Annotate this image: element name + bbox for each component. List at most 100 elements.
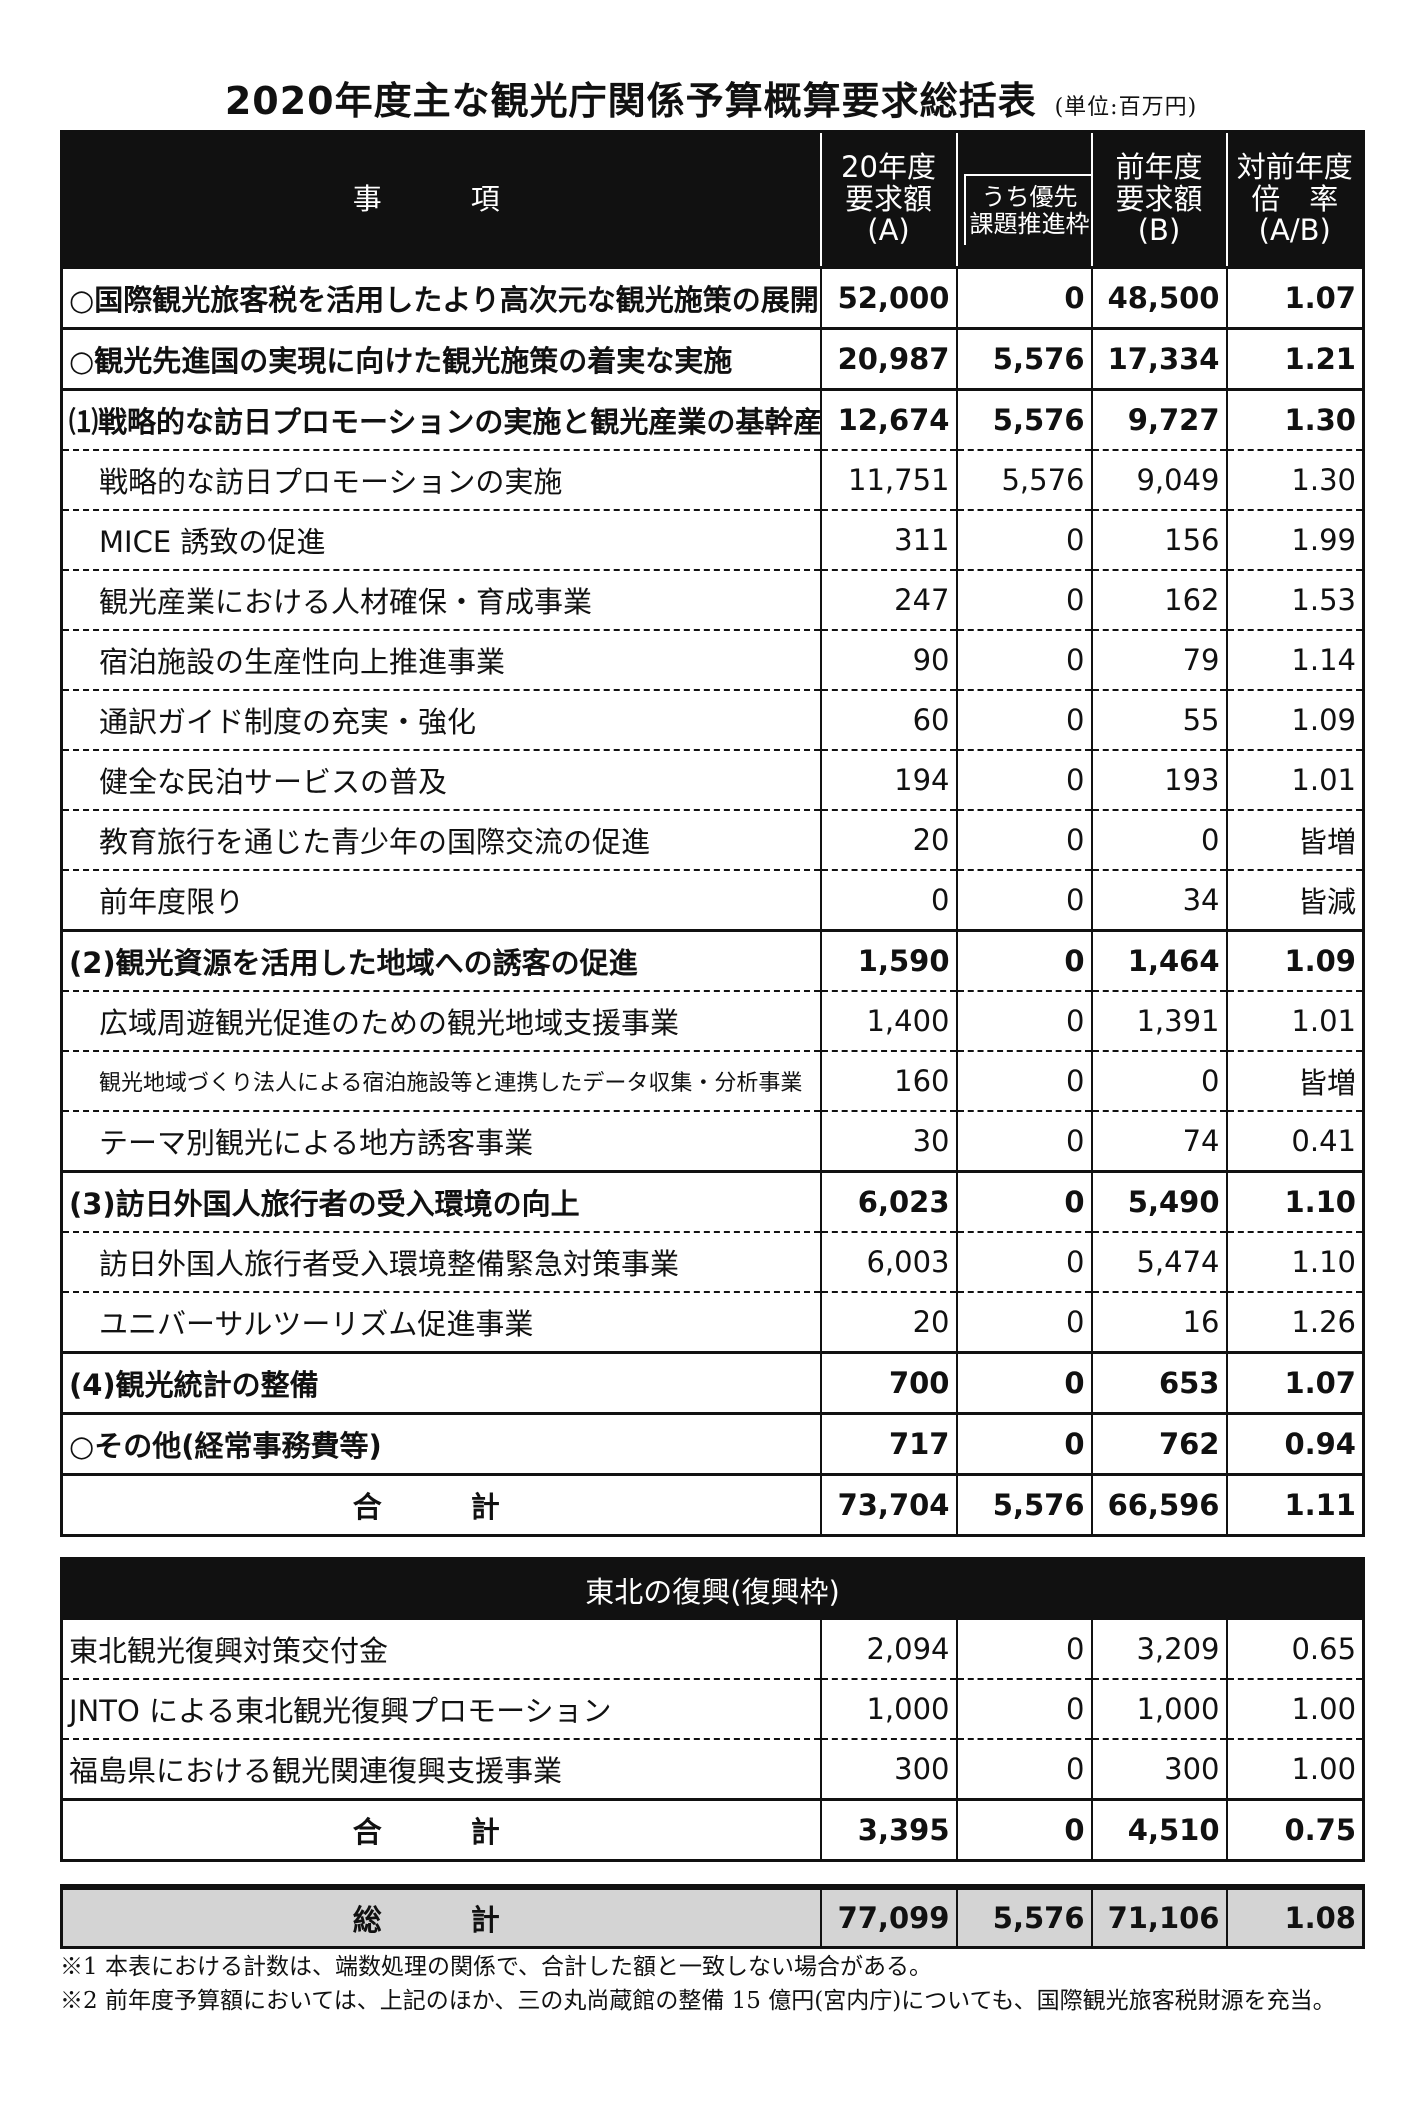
row-label: (3)訪日外国人旅行者の受入環境の向上 <box>61 1170 821 1232</box>
value-ratio: 0.94 <box>1225 1412 1364 1475</box>
value-b: 34 <box>1090 869 1227 931</box>
value-b: 66,596 <box>1090 1473 1227 1536</box>
value-ratio: 1.01 <box>1225 990 1364 1051</box>
value-ratio: 1.00 <box>1225 1738 1364 1800</box>
value-priority: 0 <box>955 1351 1092 1414</box>
row-label: (2)観光資源を活用した地域への誘客の促進 <box>61 929 821 991</box>
table-row: (4)観光統計の整備 700 0 653 1.07 <box>61 1351 1364 1414</box>
value-a: 300 <box>819 1738 957 1800</box>
value-ratio: 1.00 <box>1225 1678 1364 1739</box>
value-a: 73,704 <box>819 1473 957 1536</box>
table-row: (3)訪日外国人旅行者の受入環境の向上 6,023 0 5,490 1.10 <box>61 1170 1364 1232</box>
table-row: 訪日外国人旅行者受入環境整備緊急対策事業 6,003 0 5,474 1.10 <box>61 1231 1364 1292</box>
value-b: 9,049 <box>1090 449 1227 510</box>
value-a: 1,590 <box>819 929 957 991</box>
value-b: 55 <box>1090 689 1227 750</box>
value-priority: 0 <box>955 749 1092 810</box>
row-label: 観光地域づくり法人による宿泊施設等と連携したデータ収集・分析事業 <box>61 1050 821 1111</box>
table-row: 教育旅行を通じた青少年の国際交流の促進 20 0 0 皆増 <box>61 809 1364 870</box>
table-row: ○その他(経常事務費等) 717 0 762 0.94 <box>61 1412 1364 1475</box>
value-ratio: 皆増 <box>1225 1050 1364 1111</box>
value-b: 193 <box>1090 749 1227 810</box>
footnote-2: ※2 前年度予算額においては、上記のほか、三の丸尚蔵館の整備 15 億円(宮内庁… <box>60 1988 1336 2014</box>
value-b: 79 <box>1090 629 1227 690</box>
value-priority: 5,576 <box>955 1473 1092 1536</box>
value-a: 60 <box>819 689 957 750</box>
value-priority: 0 <box>955 1291 1092 1353</box>
header-col-priority: うち優先 課題推進枠 <box>955 131 1092 268</box>
value-a: 194 <box>819 749 957 810</box>
value-ratio: 0.65 <box>1225 1620 1364 1679</box>
value-ratio: 1.07 <box>1225 266 1364 329</box>
row-label: 健全な民泊サービスの普及 <box>61 749 821 810</box>
table-row: 合 計 73,704 5,576 66,596 1.11 <box>61 1473 1364 1536</box>
value-b: 3,209 <box>1090 1620 1227 1679</box>
value-priority: 0 <box>955 569 1092 630</box>
value-b: 1,464 <box>1090 929 1227 991</box>
value-ratio: 1.10 <box>1225 1170 1364 1232</box>
value-ratio: 1.26 <box>1225 1291 1364 1353</box>
table-row: 宿泊施設の生産性向上推進事業 90 0 79 1.14 <box>61 629 1364 690</box>
value-a: 52,000 <box>819 266 957 329</box>
value-priority: 0 <box>955 629 1092 690</box>
value-ratio: 1.11 <box>1225 1473 1364 1536</box>
value-ratio: 1.07 <box>1225 1351 1364 1414</box>
value-priority: 0 <box>955 266 1092 329</box>
row-label: JNTO による東北観光復興プロモーション <box>61 1678 821 1739</box>
table-row: MICE 誘致の促進 311 0 156 1.99 <box>61 509 1364 570</box>
value-priority: 0 <box>955 1620 1092 1679</box>
table-row: ⑴戦略的な訪日プロモーションの実施と観光産業の基幹産業化 12,674 5,576 9… <box>61 388 1364 450</box>
value-b: 9,727 <box>1090 388 1227 450</box>
row-label: 教育旅行を通じた青少年の国際交流の促進 <box>61 809 821 870</box>
title-text: 2020年度主な観光庁関係予算概算要求総括表 <box>224 79 1037 123</box>
value-a: 2,094 <box>819 1620 957 1679</box>
value-b: 653 <box>1090 1351 1227 1414</box>
value-b: 4,510 <box>1090 1798 1227 1861</box>
grand-total-ratio: 1.08 <box>1225 1887 1364 1948</box>
value-ratio: 1.21 <box>1225 327 1364 390</box>
value-priority: 5,576 <box>955 449 1092 510</box>
value-a: 1,000 <box>819 1678 957 1739</box>
footnote-1: ※1 本表における計数は、端数処理の関係で、合計した額と一致しない場合がある。 <box>60 1954 933 1980</box>
value-priority: 0 <box>955 1231 1092 1292</box>
row-label: 宿泊施設の生産性向上推進事業 <box>61 629 821 690</box>
value-b: 762 <box>1090 1412 1227 1475</box>
value-priority: 0 <box>955 1412 1092 1475</box>
value-priority: 0 <box>955 689 1092 750</box>
row-label: 合 計 <box>61 1798 821 1861</box>
row-label: ○観光先進国の実現に向けた観光施策の着実な実施 <box>61 327 821 390</box>
row-label: テーマ別観光による地方誘客事業 <box>61 1110 821 1172</box>
row-label: (4)観光統計の整備 <box>61 1351 821 1414</box>
page-title: 2020年度主な観光庁関係予算概算要求総括表 (単位:百万円) <box>0 70 1422 125</box>
value-ratio: 1.09 <box>1225 689 1364 750</box>
header-col-ratio: 対前年度倍 率 (A/B) <box>1225 131 1364 268</box>
row-label: MICE 誘致の促進 <box>61 509 821 570</box>
grand-total-row: 総 計 77,099 5,576 71,106 1.08 <box>61 1887 1364 1948</box>
value-priority: 0 <box>955 869 1092 931</box>
value-ratio: 1.99 <box>1225 509 1364 570</box>
table-header: 事 項 20年度 要求額 (A) うち優先 課題推進枠 前年度 要求額 (B) 対前年度倍… <box>61 131 1364 268</box>
table-row: 東北観光復興対策交付金 2,094 0 3,209 0.65 <box>62 1620 1364 1679</box>
header-col-a: 20年度 要求額 (A) <box>819 131 957 268</box>
table-row: ユニバーサルツーリズム促進事業 20 0 16 1.26 <box>61 1291 1364 1353</box>
row-label: 福島県における観光関連復興支援事業 <box>61 1738 821 1800</box>
row-label: 通訳ガイド制度の充実・強化 <box>61 689 821 750</box>
value-b: 74 <box>1090 1110 1227 1172</box>
value-a: 3,395 <box>819 1798 957 1861</box>
value-a: 11,751 <box>819 449 957 510</box>
row-label: ○その他(経常事務費等) <box>61 1412 821 1475</box>
grand-total-a: 77,099 <box>819 1887 957 1948</box>
row-label: 戦略的な訪日プロモーションの実施 <box>61 449 821 510</box>
row-label: 前年度限り <box>61 869 821 931</box>
value-b: 17,334 <box>1090 327 1227 390</box>
header-col-b: 前年度 要求額 (B) <box>1090 131 1227 268</box>
value-priority: 0 <box>955 1738 1092 1800</box>
value-a: 160 <box>819 1050 957 1111</box>
value-b: 16 <box>1090 1291 1227 1353</box>
value-ratio: 皆増 <box>1225 809 1364 870</box>
value-ratio: 1.10 <box>1225 1231 1364 1292</box>
row-label: 観光産業における人材確保・育成事業 <box>61 569 821 630</box>
value-a: 90 <box>819 629 957 690</box>
table-row: 広域周遊観光促進のための観光地域支援事業 1,400 0 1,391 1.01 <box>61 990 1364 1051</box>
table-row: 合 計 3,395 0 4,510 0.75 <box>61 1798 1364 1861</box>
